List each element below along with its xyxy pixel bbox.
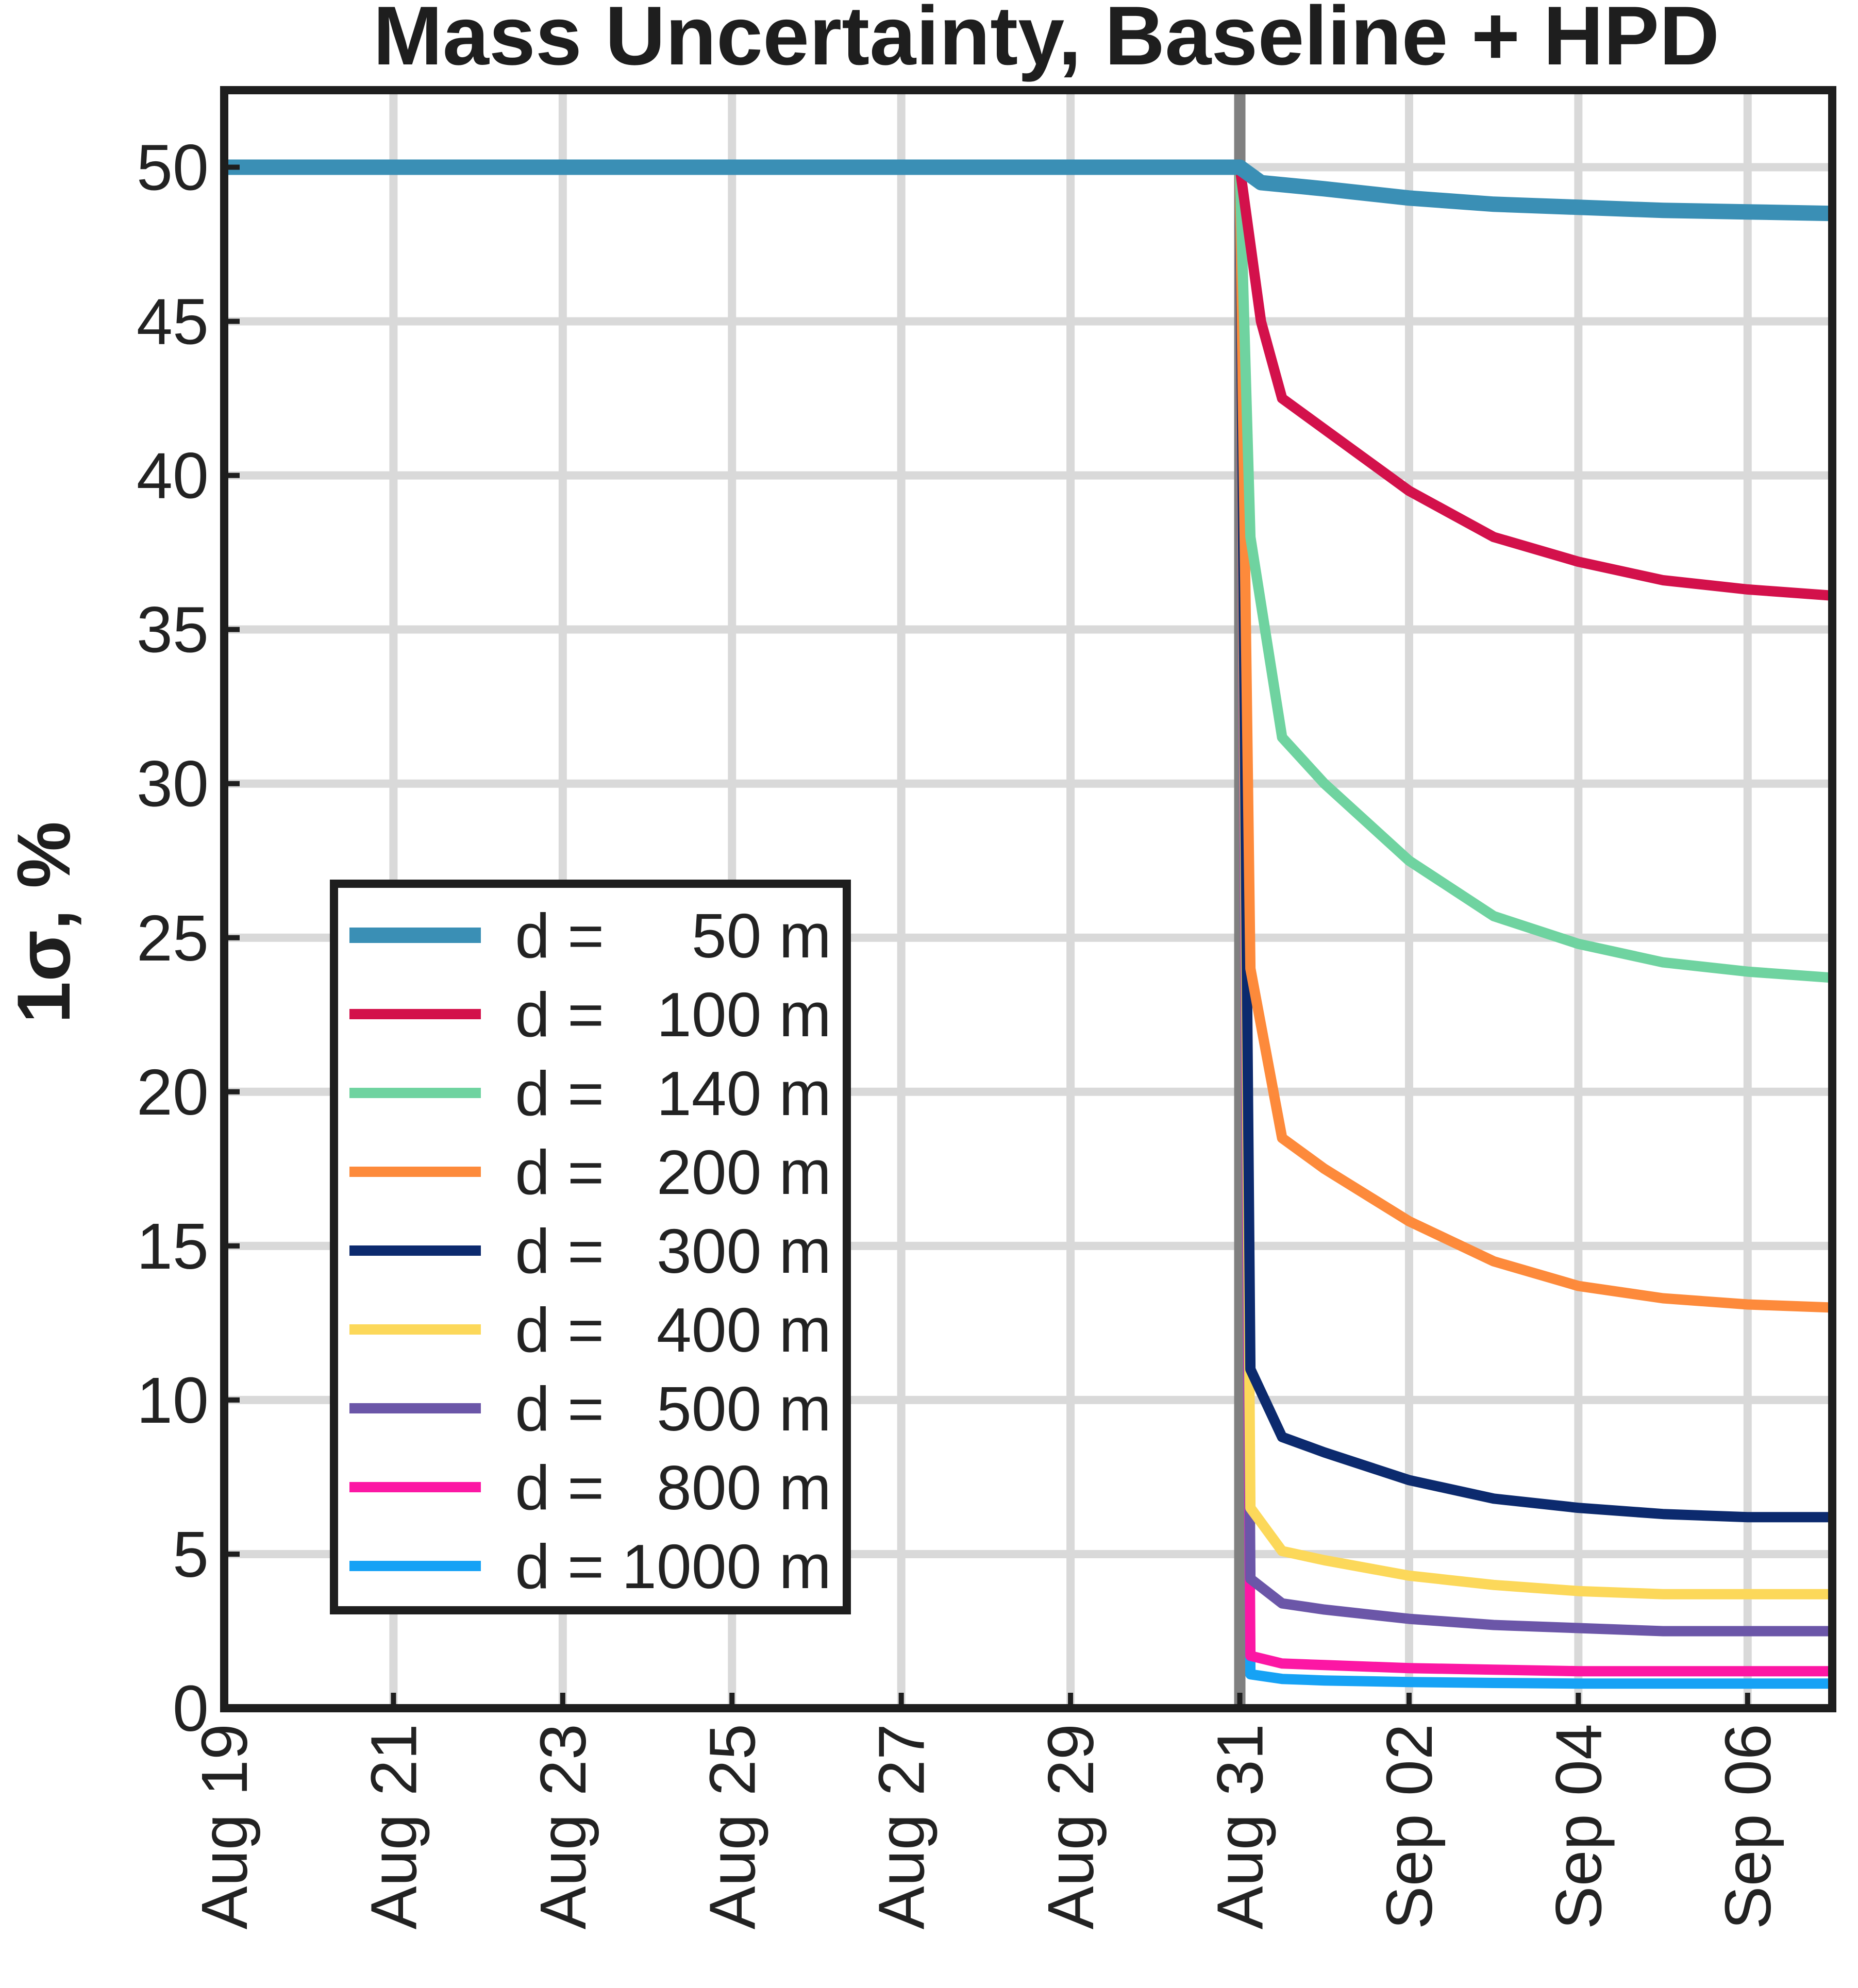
y-tick-label: 10 xyxy=(137,1364,209,1437)
chart-title: Mass Uncertainty, Baseline + HPD xyxy=(373,0,1720,82)
x-tick-label: Aug 29 xyxy=(1034,1724,1107,1929)
y-tick-label: 25 xyxy=(137,902,209,974)
x-tick-label: Aug 31 xyxy=(1204,1724,1277,1929)
y-tick-label: 5 xyxy=(173,1518,209,1591)
x-tick-label: Sep 06 xyxy=(1712,1724,1784,1929)
y-tick-label: 15 xyxy=(137,1210,209,1283)
legend-label: d = 400 m xyxy=(515,1295,831,1365)
legend-label: d = 50 m xyxy=(515,901,831,971)
legend-label: d = 200 m xyxy=(515,1137,831,1207)
legend-label: d = 140 m xyxy=(515,1058,831,1128)
series-line xyxy=(224,159,1833,222)
legend-label: d = 100 m xyxy=(515,980,831,1050)
plot-frame xyxy=(220,86,1836,1712)
y-tick-label: 20 xyxy=(137,1056,209,1128)
series-line xyxy=(224,162,1833,601)
x-tick-label: Sep 02 xyxy=(1373,1724,1446,1929)
x-tick-label: Aug 23 xyxy=(527,1724,599,1929)
y-tick-label: 35 xyxy=(137,594,209,666)
y-tick-label: 45 xyxy=(137,285,209,358)
legend-label: d = 800 m xyxy=(515,1453,831,1523)
y-tick-label: 0 xyxy=(173,1672,209,1745)
legend: d = 50 m d = 100 m d = 140 m d = 200 m d = 3… xyxy=(330,880,851,1614)
series-line xyxy=(224,162,1833,1313)
x-tick-label: Aug 25 xyxy=(696,1724,768,1929)
y-tick-label: 40 xyxy=(137,440,209,512)
y-tick-label: 30 xyxy=(137,748,209,820)
x-tick-label: Aug 21 xyxy=(357,1724,430,1929)
legend-label: d = 1000 m xyxy=(515,1531,831,1602)
axis-ticks: 0 5 10 15 20 25 30 35 40 45 50 Aug 19 Aug 21 Aug 23 Au… xyxy=(137,131,1784,1930)
x-tick-label: Sep 04 xyxy=(1542,1724,1615,1929)
y-axis-label: 1σ, % xyxy=(2,821,86,1023)
series-lines xyxy=(224,90,1833,1708)
x-tick-label: Aug 27 xyxy=(865,1724,938,1929)
x-tick-label: Aug 19 xyxy=(188,1724,261,1929)
legend-label: d = 500 m xyxy=(515,1374,831,1444)
y-tick-label: 50 xyxy=(137,131,209,204)
legend-label: d = 300 m xyxy=(515,1216,831,1286)
series-line xyxy=(224,162,1833,983)
